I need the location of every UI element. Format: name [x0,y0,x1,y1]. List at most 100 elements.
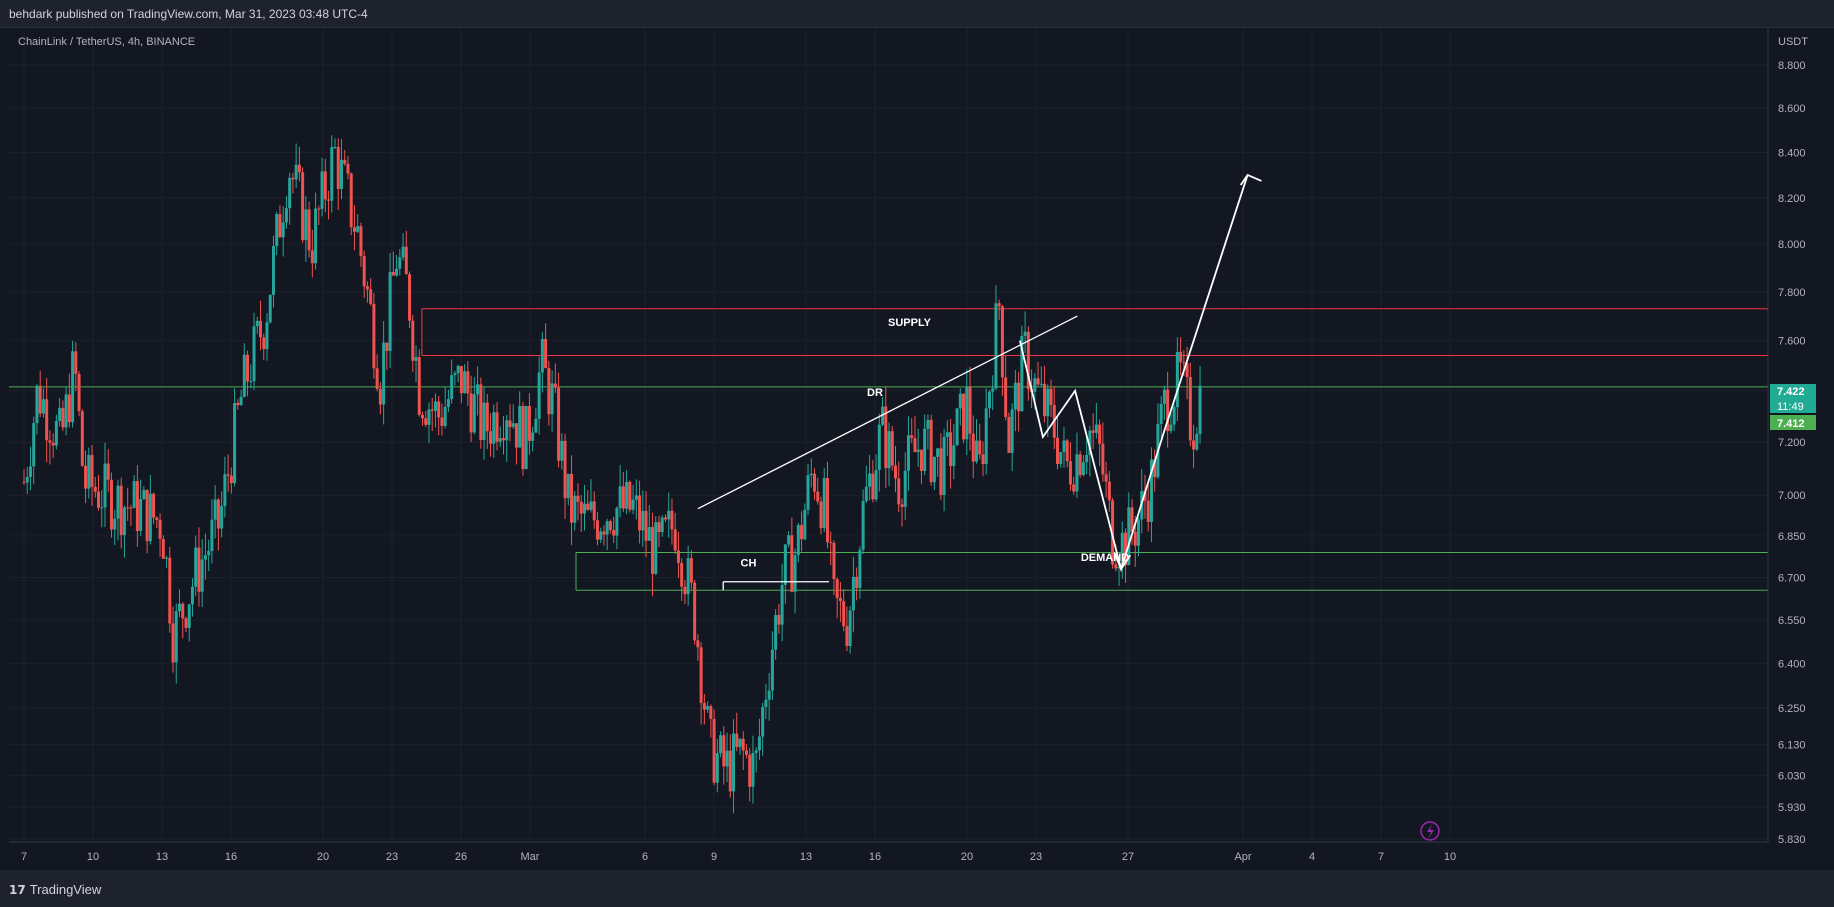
candle-body [582,503,586,514]
candle-body [939,448,943,495]
candle-body [984,408,988,465]
candle-body [1039,383,1043,385]
candle-body [190,586,194,605]
candle-body [404,246,408,275]
candle-body [987,391,991,409]
candle-body [64,394,68,428]
candle-body [761,706,765,737]
candle-body [735,733,739,747]
candle-body [291,177,295,180]
time-tick-label: 9 [711,851,717,863]
tradingview-logo[interactable]: 17 TradingView [9,882,101,897]
candle-body [1195,433,1199,450]
candle-body [139,499,143,531]
price-tick-label: 8.000 [1778,239,1806,251]
candle-body [602,531,606,535]
price-tick-label: 8.200 [1778,193,1806,205]
time-axis[interactable]: 7 10 13 16 20 23 26 Mar 6 9 13 16 20 23 27 Apr 4 7 10 [21,851,1456,863]
time-tick-label: 10 [87,851,99,863]
candle-body [754,750,758,753]
time-tick-label: 20 [317,851,329,863]
candle-body [608,521,612,531]
price-chart[interactable]: SUPPLY DR CH DEMAND USDT 8.800 8.600 8.400 8.2… [0,28,1834,870]
candle-body [90,454,94,487]
candle-body [573,495,577,523]
candle-body [372,303,376,369]
candle-body [657,522,661,532]
candle-body [58,407,62,421]
candle-body [1013,382,1017,410]
candle-body [923,428,927,471]
annotation-ch: CH [741,557,757,569]
candle-body [1068,461,1072,485]
candle-body [437,401,441,418]
candle-body [369,289,373,304]
candle-body [514,423,518,448]
candle-body [395,268,399,276]
candle-body [106,463,110,480]
candle-body [689,558,693,583]
candle-body [1049,388,1053,405]
candle-body [919,449,923,471]
candle-body [625,481,629,509]
candle-body [220,506,224,529]
candle-body [576,495,580,502]
symbol-label[interactable]: ChainLink / TetherUS, 4h, BINANCE [18,36,195,48]
candle-body [501,438,505,441]
candle-body [229,475,233,484]
candle-body [148,493,152,542]
candle-body [275,214,279,247]
candle-body [301,172,305,241]
candle-body [489,431,493,444]
candle-body [1010,409,1014,453]
candle-body [673,529,677,551]
candle-body [401,246,405,258]
candle-body [1146,500,1150,523]
countdown: 11:49 [1777,401,1804,413]
candle-body [456,365,460,374]
candle-body [1188,377,1192,441]
publish-info: behdark published on TradingView.com, Ma… [9,7,368,21]
price-tick-label: 8.400 [1778,147,1806,159]
grid [9,28,1768,842]
candle-body [340,159,344,190]
candle-body [93,486,97,492]
price-tick-label: 5.830 [1778,834,1806,846]
candle-body [469,393,473,433]
candle-body [1046,388,1050,417]
candle-body [1149,459,1153,523]
candle-body [793,555,797,592]
candle-body [790,535,794,592]
last-price: 7.422 [1777,386,1805,398]
candle-body [615,507,619,536]
candle-body [783,544,787,585]
candle-body [216,499,220,529]
candle-body [1004,377,1008,417]
candle-body [294,164,298,180]
candle-body [398,257,402,269]
candle-body [777,614,781,625]
candle-body [314,208,318,264]
candle-body [443,406,447,426]
candle-body [165,557,169,559]
candle-body [498,438,502,442]
prev-price-tag [1770,415,1816,430]
candle-body [962,393,966,440]
candle-body [492,412,496,444]
price-tick-label: 8.800 [1778,60,1806,72]
candle-body [330,147,334,201]
candle-body [842,601,846,627]
candle-body [100,507,104,509]
candle-body [744,750,748,755]
candle-body [1062,440,1066,452]
price-axis[interactable]: 8.8008.6008.4008.2008.0007.8007.6007.400… [1778,60,1806,846]
candle-body [858,549,862,589]
lightning-icon[interactable] [1420,821,1440,841]
candle-body [693,582,697,641]
candle-body [767,690,771,700]
candle-body [945,432,949,437]
candle-body [725,750,729,767]
candle-body [271,246,275,295]
candle-body [728,750,732,792]
time-tick-label: 26 [455,851,467,863]
